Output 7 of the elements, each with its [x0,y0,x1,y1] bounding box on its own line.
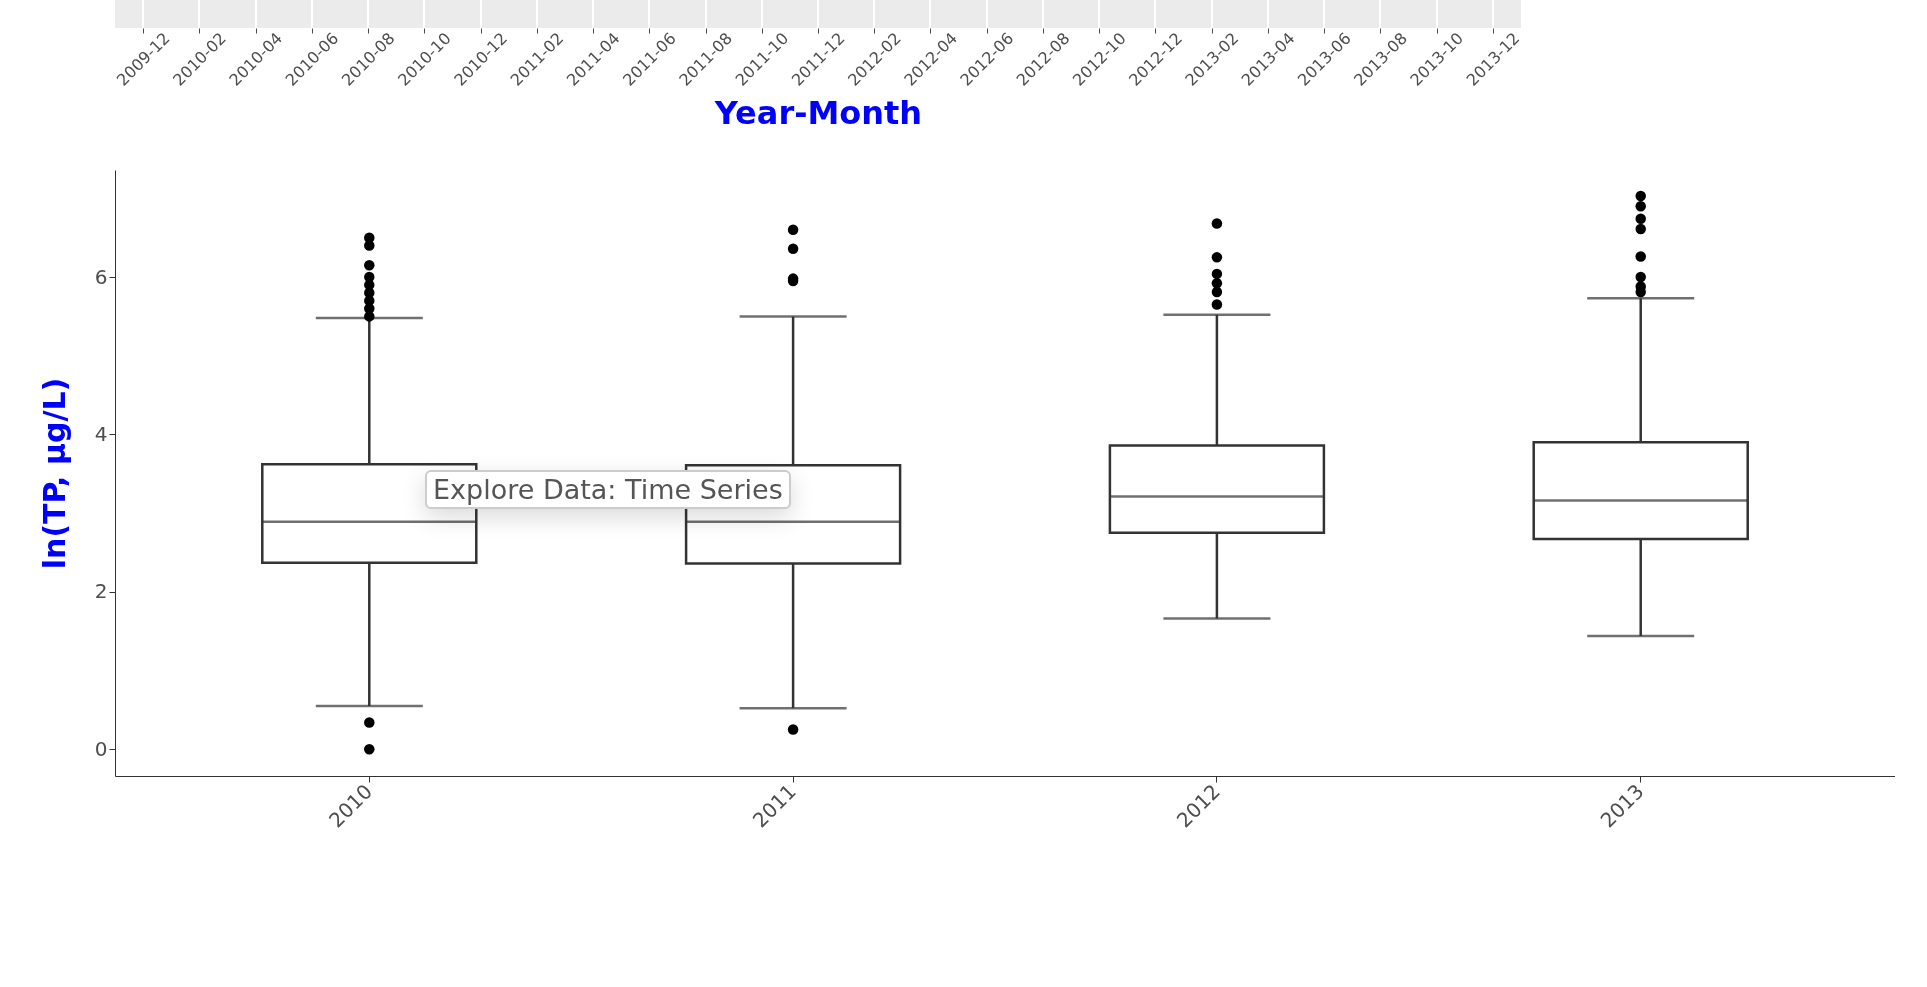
text: Year-Month [713,93,923,132]
y-tick-label: 6 [94,264,108,289]
y-tick-label: 4 [94,421,108,446]
annotation: Explore Data: Time Series [425,470,791,509]
y-tick-label: 0 [94,736,108,761]
y-tick-label: 2 [94,579,108,604]
y-axis-title: ln(TP, μg/L) [36,377,72,570]
